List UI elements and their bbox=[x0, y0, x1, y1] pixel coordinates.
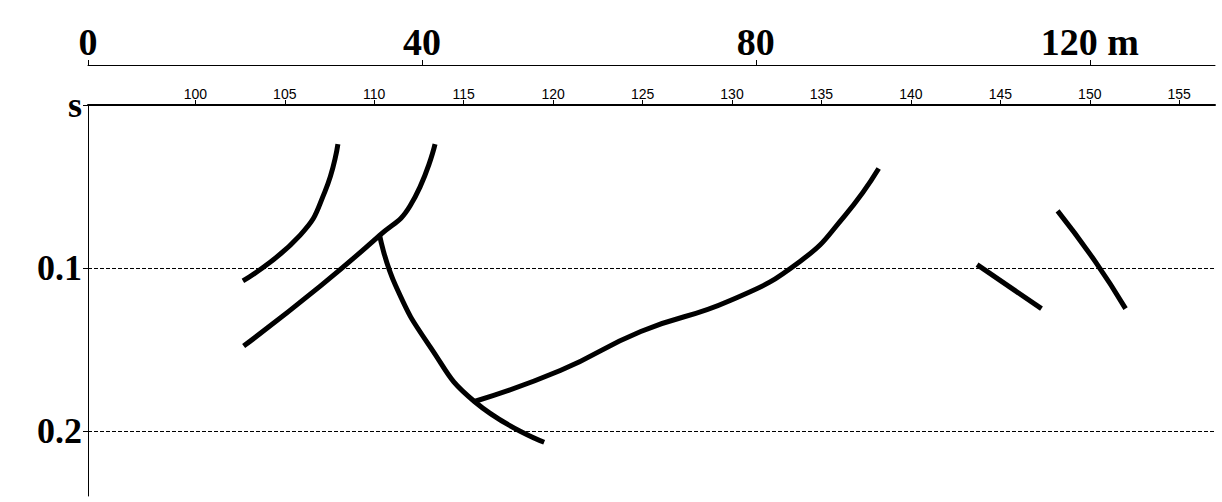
svg-text:120 m: 120 m bbox=[1041, 21, 1139, 63]
svg-text:s: s bbox=[68, 85, 82, 125]
svg-text:0.1: 0.1 bbox=[37, 248, 82, 288]
svg-text:145: 145 bbox=[989, 86, 1013, 102]
svg-text:0: 0 bbox=[79, 21, 98, 63]
svg-text:105: 105 bbox=[273, 86, 297, 102]
svg-text:135: 135 bbox=[810, 86, 834, 102]
svg-text:150: 150 bbox=[1078, 86, 1102, 102]
svg-text:0.2: 0.2 bbox=[37, 411, 82, 451]
svg-text:130: 130 bbox=[720, 86, 744, 102]
svg-text:155: 155 bbox=[1168, 86, 1192, 102]
svg-text:115: 115 bbox=[453, 86, 476, 102]
svg-text:125: 125 bbox=[631, 86, 655, 102]
svg-text:40: 40 bbox=[403, 21, 441, 63]
svg-text:140: 140 bbox=[899, 86, 923, 102]
svg-text:110: 110 bbox=[363, 86, 386, 102]
svg-text:100: 100 bbox=[184, 86, 208, 102]
svg-text:120: 120 bbox=[541, 86, 565, 102]
svg-text:80: 80 bbox=[737, 21, 775, 63]
